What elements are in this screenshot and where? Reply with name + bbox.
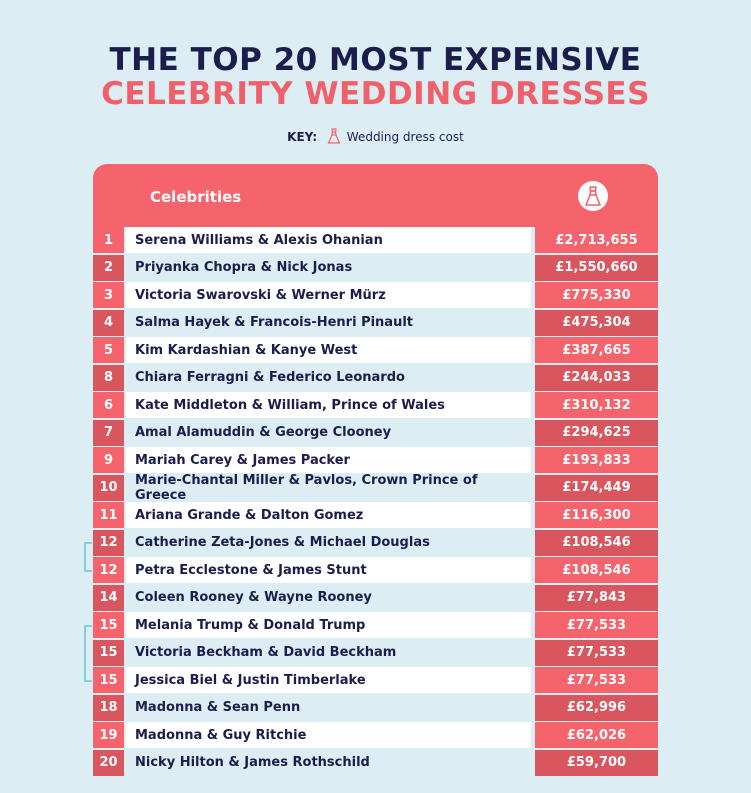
rank-cell: 3 — [93, 282, 124, 308]
celebrities-cell: Marie-Chantal Miller & Pavlos, Crown Pri… — [126, 473, 531, 503]
dress-cost-cell: £77,533 — [535, 639, 658, 666]
celebrities-cell: Nicky Hilton & James Rothschild — [126, 749, 531, 776]
rank-cell: 6 — [93, 392, 124, 418]
table-row: 12 Petra Ecclestone & James Stunt £108,546 — [93, 557, 658, 585]
dress-cost-cell: £174,449 — [535, 474, 658, 501]
rank-cell: 4 — [93, 309, 124, 336]
dress-cost-cell: £387,665 — [535, 337, 658, 363]
table-row: 18 Madonna & Sean Penn £62,996 — [93, 694, 658, 723]
table-row: 15 Jessica Biel & Justin Timberlake £77,53… — [93, 667, 658, 695]
celebrities-cell: Jessica Biel & Justin Timberlake — [126, 667, 531, 693]
table-row: 14 Coleen Rooney & Wayne Rooney £77,843 — [93, 584, 658, 613]
rank-cell: 19 — [93, 722, 124, 748]
rank-cell: 10 — [93, 474, 124, 501]
celebrities-cell: Salma Hayek & Francois-Henri Pinault — [126, 309, 531, 336]
table-row: 11 Ariana Grande & Dalton Gomez £116,300 — [93, 502, 658, 530]
table-row: 5 Kim Kardashian & Kanye West £387,665 — [93, 337, 658, 365]
celebrity-dress-table: Celebrities 1 Serena Williams & Alexis Oh… — [93, 164, 658, 777]
dress-cost-cell: £62,026 — [535, 722, 658, 748]
dress-cost-cell: £116,300 — [535, 502, 658, 528]
rank-cell: 11 — [93, 502, 124, 528]
rank-cell: 20 — [93, 749, 124, 776]
table-row: 15 Melania Trump & Donald Trump £77,533 — [93, 612, 658, 640]
rank-cell: 2 — [93, 254, 124, 281]
rank-cell: 9 — [93, 447, 124, 473]
table-row: 9 Mariah Carey & James Packer £193,833 — [93, 447, 658, 475]
celebrities-cell: Victoria Beckham & David Beckham — [126, 639, 531, 666]
table-row: 15 Victoria Beckham & David Beckham £77,53… — [93, 639, 658, 668]
tie-brackets — [84, 542, 92, 682]
table-header: Celebrities — [93, 164, 658, 227]
dress-cost-cell: £310,132 — [535, 392, 658, 418]
table-body: 1 Serena Williams & Alexis Ohanian £2,713,… — [93, 227, 658, 777]
rank-cell: 12 — [93, 529, 124, 556]
rank-cell: 18 — [93, 694, 124, 721]
celebrities-cell: Petra Ecclestone & James Stunt — [126, 557, 531, 583]
dress-cost-cell: £1,550,660 — [535, 254, 658, 281]
dress-cost-cell: £193,833 — [535, 447, 658, 473]
rank-cell: 15 — [93, 639, 124, 666]
celebrities-cell: Coleen Rooney & Wayne Rooney — [126, 584, 531, 611]
wedding-dress-icon — [327, 128, 341, 147]
table-row: 4 Salma Hayek & Francois-Henri Pinault £47… — [93, 309, 658, 338]
table-row: 19 Madonna & Guy Ritchie £62,026 — [93, 722, 658, 750]
celebrities-cell: Mariah Carey & James Packer — [126, 447, 531, 473]
celebrities-cell: Chiara Ferragni & Federico Leonardo — [126, 364, 531, 391]
rank-cell: 7 — [93, 419, 124, 446]
celebrities-cell: Serena Williams & Alexis Ohanian — [126, 227, 531, 253]
key-label: KEY: — [287, 130, 318, 144]
dress-cost-cell: £77,533 — [535, 667, 658, 693]
dress-cost-cell: £294,625 — [535, 419, 658, 446]
table-row: 1 Serena Williams & Alexis Ohanian £2,713,… — [93, 227, 658, 255]
key-legend: KEY: Wedding dress cost — [0, 128, 751, 147]
rank-cell: 12 — [93, 557, 124, 583]
dress-cost-cell: £59,700 — [535, 749, 658, 776]
dress-cost-cell: £77,843 — [535, 584, 658, 611]
rank-cell: 5 — [93, 337, 124, 363]
table-row: 12 Catherine Zeta-Jones & Michael Douglas… — [93, 529, 658, 558]
celebrities-cell: Catherine Zeta-Jones & Michael Douglas — [126, 529, 531, 556]
wedding-dress-icon — [577, 180, 609, 212]
tie-bracket-15 — [84, 625, 92, 682]
celebrities-cell: Victoria Swarovski & Werner Mürz — [126, 282, 531, 308]
rank-cell: 15 — [93, 612, 124, 638]
dress-cost-cell: £475,304 — [535, 309, 658, 336]
dress-cost-cell: £775,330 — [535, 282, 658, 308]
dress-cost-cell: £2,713,655 — [535, 227, 658, 253]
tie-bracket-12 — [84, 542, 92, 572]
dress-cost-cell: £77,533 — [535, 612, 658, 638]
table-row: 2 Priyanka Chopra & Nick Jonas £1,550,660 — [93, 254, 658, 283]
table-row: 3 Victoria Swarovski & Werner Mürz £775,33… — [93, 282, 658, 310]
celebrities-cell: Priyanka Chopra & Nick Jonas — [126, 254, 531, 281]
table-row: 20 Nicky Hilton & James Rothschild £59,700 — [93, 749, 658, 778]
key-text: Wedding dress cost — [346, 130, 464, 144]
celebrities-cell: Amal Alamuddin & George Clooney — [126, 419, 531, 446]
celebrities-cell: Melania Trump & Donald Trump — [126, 612, 531, 638]
header-celebrities-label: Celebrities — [150, 188, 242, 206]
celebrities-cell: Ariana Grande & Dalton Gomez — [126, 502, 531, 528]
table-row: 10 Marie-Chantal Miller & Pavlos, Crown P… — [93, 473, 658, 503]
dress-cost-cell: £108,546 — [535, 529, 658, 556]
rank-cell: 14 — [93, 584, 124, 611]
title-line-1: THE TOP 20 MOST EXPENSIVE — [109, 42, 642, 78]
rank-cell: 15 — [93, 667, 124, 693]
table-row: 7 Amal Alamuddin & George Clooney £294,625 — [93, 419, 658, 448]
celebrities-cell: Kim Kardashian & Kanye West — [126, 337, 531, 363]
dress-cost-cell: £244,033 — [535, 364, 658, 391]
dress-cost-cell: £108,546 — [535, 557, 658, 583]
celebrities-cell: Kate Middleton & William, Prince of Wale… — [126, 392, 531, 418]
rank-cell: 8 — [93, 364, 124, 391]
table-row: 8 Chiara Ferragni & Federico Leonardo £244… — [93, 364, 658, 393]
celebrities-cell: Madonna & Sean Penn — [126, 694, 531, 721]
table-row: 6 Kate Middleton & William, Prince of Wal… — [93, 392, 658, 420]
dress-cost-cell: £62,996 — [535, 694, 658, 721]
title-line-2: CELEBRITY WEDDING DRESSES — [101, 76, 650, 112]
rank-cell: 1 — [93, 227, 124, 253]
celebrities-cell: Madonna & Guy Ritchie — [126, 722, 531, 748]
